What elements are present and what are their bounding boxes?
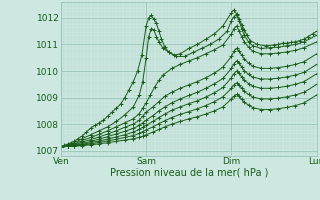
X-axis label: Pression niveau de la mer( hPa ): Pression niveau de la mer( hPa ) xyxy=(110,168,268,178)
